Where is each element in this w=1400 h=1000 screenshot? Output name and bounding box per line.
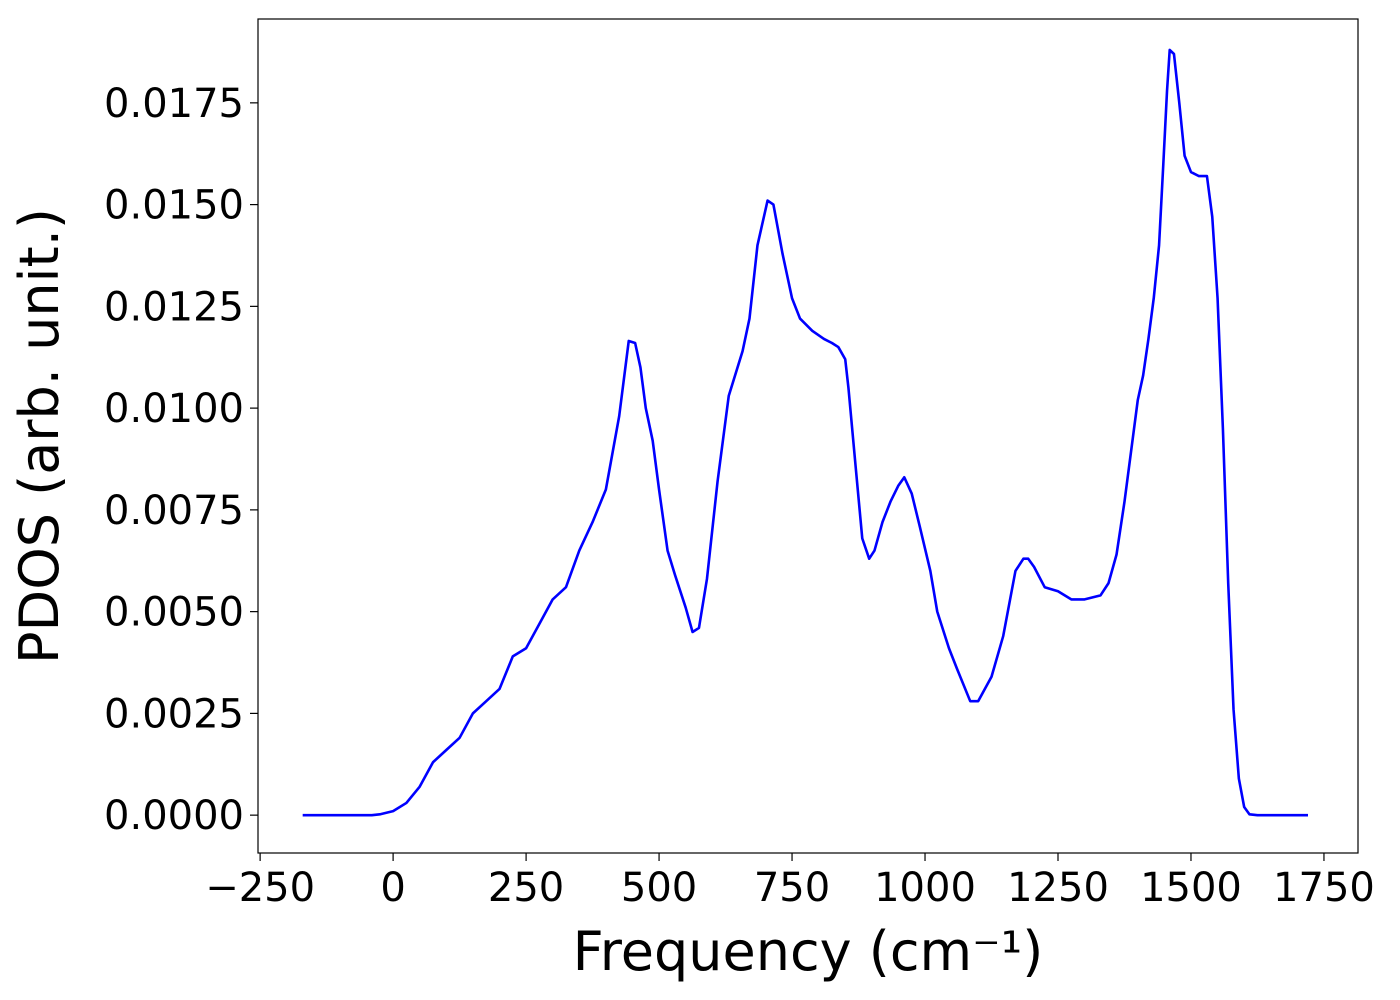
y-tick-label: 0.0075: [104, 488, 244, 534]
x-axis-label: Frequency (cm⁻¹): [573, 920, 1044, 983]
y-tick-label: 0.0175: [104, 81, 244, 127]
x-tick-label: 250: [488, 865, 564, 911]
x-tick-label: 1500: [1140, 865, 1242, 911]
data-line: [302, 48, 1308, 817]
x-tick-label: 750: [754, 865, 830, 911]
y-tick-label: 0.0000: [104, 793, 244, 839]
y-tick-label: 0.0025: [104, 691, 244, 737]
y-tick-label: 0.0150: [104, 183, 244, 229]
y-axis-label: PDOS (arb. unit.): [8, 208, 71, 664]
x-tick-label: 1000: [874, 865, 976, 911]
x-tick-label: 1750: [1273, 865, 1375, 911]
x-tick-label: 0: [380, 865, 405, 911]
x-tick-label: 500: [621, 865, 697, 911]
x-tick-label: 1250: [1007, 865, 1109, 911]
plot-frame: [257, 18, 1359, 854]
x-tick-label: −250: [205, 865, 315, 911]
y-tick-label: 0.0100: [104, 386, 244, 432]
y-tick-label: 0.0050: [104, 590, 244, 636]
y-tick-label: 0.0125: [104, 284, 244, 330]
